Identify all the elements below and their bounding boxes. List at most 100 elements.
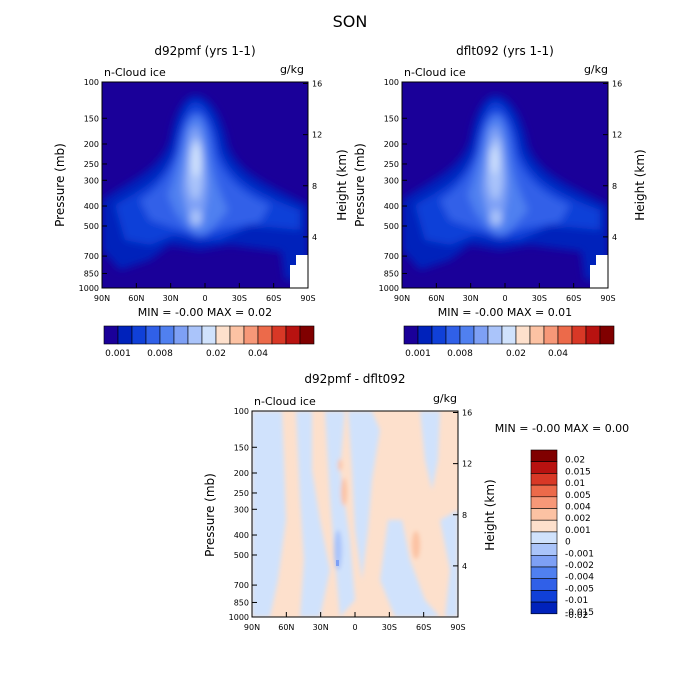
panel-3-colorbar-swatch [530, 461, 558, 474]
panel-2: dflt092 (yrs 1-1) n-Cloud ice g/kg Press… [353, 44, 647, 359]
panel-1-colorbar-swatch [103, 325, 119, 345]
panel-3-y-tick-label: 300 [234, 505, 249, 514]
panel-1-colorbar-swatch [243, 325, 259, 345]
panel-1-y-tick-label: 500 [84, 222, 99, 231]
panel-2-colorbar-swatch [529, 325, 545, 345]
panel-1-colorbar: 0.001 0.008 0.02 0.04 [103, 325, 315, 359]
panel-1-colorbar-label: 0.04 [248, 349, 268, 359]
panel-2-y2-tick-label: 16 [612, 80, 622, 89]
panel-3-y2-tick-label: 4 [462, 562, 467, 571]
panel-3-y-tick-label: 850 [234, 598, 249, 607]
panel-3-colorbar-label: -0.015 [565, 608, 594, 618]
panel-3-colorbar-swatch [530, 519, 558, 533]
panel-2-colorbar-swatch [515, 325, 531, 345]
panel-2-colorbar-swatch [417, 325, 433, 345]
panel-2-colorbar-swatch [599, 325, 615, 345]
panel-3-colorbar-label: 0 [565, 538, 571, 548]
panel-2-colorbar-swatch [403, 325, 419, 345]
panel-2-colorbar-swatch [571, 325, 587, 345]
panel-3-x-tick-label: 60N [278, 623, 294, 632]
panel-1-plot-area [102, 82, 308, 288]
panel-3-x-tick-label: 30S [382, 623, 397, 632]
panel-1-y-tick-label: 300 [84, 176, 99, 185]
panel-3-y-tick-label: 500 [234, 551, 249, 560]
panel-1-y-tick-label: 700 [84, 252, 99, 261]
panel-3-y-tick-label: 250 [234, 489, 249, 498]
panel-2-y2-tick-label: 12 [612, 131, 622, 140]
panel-3-y-tick-label: 1000 [229, 613, 249, 622]
panel-1-units-label: g/kg [280, 63, 304, 76]
panel-3-y-tick-label: 150 [234, 443, 249, 452]
panel-1-colorbar-label: 0.02 [206, 349, 226, 359]
panel-3-colorbar-swatch [530, 554, 558, 568]
panel-3-plot-area [252, 411, 458, 617]
panel-3-colorbar-swatch [530, 566, 558, 579]
panel-2-title: dflt092 (yrs 1-1) [456, 44, 554, 58]
panel-2-y-tick-label: 700 [384, 252, 399, 261]
panel-2-colorbar-label: 0.001 [405, 349, 431, 359]
panel-1-colorbar-swatch [145, 325, 161, 345]
panel-1-y-tick-label: 100 [84, 78, 99, 87]
panel-1-x-tick-label: 0 [202, 294, 207, 303]
panel-2-colorbar-swatch [445, 325, 461, 345]
panel-3-y-tick-label: 100 [234, 407, 249, 416]
panel-3-colorbar-swatch [530, 590, 558, 603]
panel-2-y-tick-label: 400 [384, 202, 399, 211]
panel-3-y-tick-label: 700 [234, 581, 249, 590]
panel-1: d92pmf (yrs 1-1) n-Cloud ice g/kg Pressu… [53, 44, 349, 359]
panel-1-colorbar-label: 0.001 [105, 349, 131, 359]
panel-3-colorbar-label: 0.001 [565, 526, 591, 536]
panel-2-colorbar-label: 0.02 [506, 349, 526, 359]
panel-1-x-tick-label: 90S [300, 294, 315, 303]
panel-1-y2-tick-label: 4 [312, 233, 317, 242]
panel-3-colorbar-label: -0.004 [565, 573, 594, 583]
panel-1-stats: MIN = -0.00 MAX = 0.02 [138, 306, 272, 319]
panel-3-x-tick-label: 30N [313, 623, 329, 632]
panel-2-x-tick-label: 0 [502, 294, 507, 303]
panel-3-y2-tick-label: 8 [462, 511, 467, 520]
panel-3-colorbar-label: 0.002 [565, 514, 591, 524]
panel-3-colorbar-label: -0.002 [565, 561, 594, 571]
panel-1-colorbar-label: 0.008 [147, 349, 173, 359]
panel-3-title: d92pmf - dflt092 [304, 372, 405, 386]
panel-1-y2-tick-label: 12 [312, 131, 322, 140]
panel-3-colorbar-swatch [530, 496, 558, 509]
panel-2-x-tick-label: 60S [566, 294, 581, 303]
panel-1-colorbar-swatch [229, 325, 245, 345]
panel-1-colorbar-swatch [257, 325, 273, 345]
panel-1-x-tick-label: 60S [266, 294, 281, 303]
panel-3-colorbar-label: 0.01 [565, 479, 585, 489]
panel-3-colorbar-swatch [530, 543, 558, 556]
panel-2-y-tick-label: 500 [384, 222, 399, 231]
panel-2-y-tick-label: 200 [384, 140, 399, 149]
panel-1-colorbar-swatch [285, 325, 301, 345]
panel-2-x-tick-label: 90S [600, 294, 615, 303]
panel-3-colorbar-swatch [530, 473, 558, 486]
panel-2-colorbar-swatch [543, 325, 559, 345]
panel-1-y-tick-label: 250 [84, 160, 99, 169]
panel-3-colorbar-swatch [530, 484, 558, 498]
panel-3: d92pmf - dflt092 n-Cloud ice g/kg Pressu… [203, 372, 629, 632]
panel-3-colorbar-swatch [530, 601, 558, 615]
panel-3-colorbar-swatch [530, 531, 558, 544]
panel-1-colorbar-swatch [215, 325, 231, 345]
panel-1-colorbar-swatch [159, 325, 175, 345]
panel-3-x-tick-label: 0 [352, 623, 357, 632]
panel-1-y-tick-label: 1000 [79, 284, 99, 293]
panel-3-colorbar-label: 0.02 [565, 456, 585, 466]
panel-2-x-tick-label: 60N [428, 294, 444, 303]
panel-3-y-tick-label: 400 [234, 531, 249, 540]
panel-2-x-tick-label: 30S [532, 294, 547, 303]
panel-2-x-tick-label: 90N [394, 294, 410, 303]
panel-3-colorbar-label: -0.005 [565, 584, 594, 594]
panel-3-colorbar-label: 0.005 [565, 491, 591, 501]
panel-3-units-label: g/kg [433, 392, 457, 405]
panel-1-colorbar-swatch [173, 325, 189, 345]
panel-2-y-tick-label: 150 [384, 114, 399, 123]
panel-2-colorbar-swatch [431, 325, 447, 345]
panel-3-colorbar-label: -0.001 [565, 549, 594, 559]
panel-2-y2-tick-label: 4 [612, 233, 617, 242]
panel-2-y-tick-label: 1000 [379, 284, 399, 293]
panel-2-y-tick-label: 250 [384, 160, 399, 169]
panel-3-x-tick-label: 90N [244, 623, 260, 632]
